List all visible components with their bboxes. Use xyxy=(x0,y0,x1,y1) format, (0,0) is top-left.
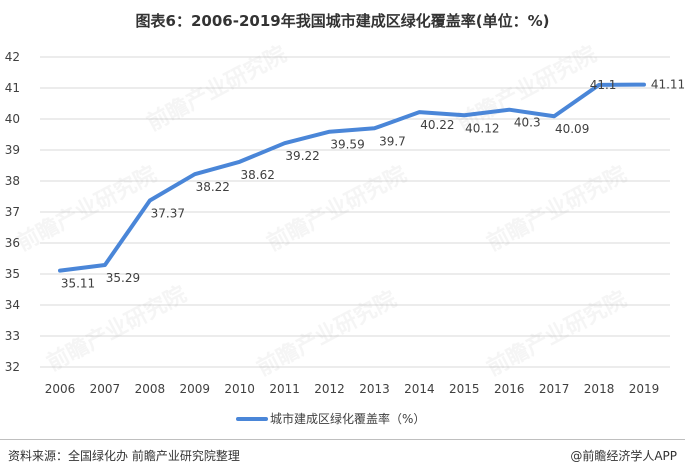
data-label: 38.62 xyxy=(241,168,275,182)
data-label: 40.22 xyxy=(420,118,454,132)
series-line xyxy=(58,82,646,273)
y-tick-label: 41 xyxy=(5,81,20,95)
x-tick-label: 2011 xyxy=(269,382,300,396)
series-line-path xyxy=(58,82,646,273)
y-tick-label: 42 xyxy=(5,50,20,64)
legend: 城市建成区绿化覆盖率（%） xyxy=(236,411,425,426)
y-tick-label: 33 xyxy=(5,329,20,343)
y-axis-ticks: 32 33 34 35 36 37 38 39 40 41 42 xyxy=(5,50,20,374)
x-tick-label: 2006 xyxy=(45,382,76,396)
x-tick-label: 2016 xyxy=(494,382,525,396)
x-tick-label: 2019 xyxy=(629,382,660,396)
data-labels: 35.11 35.29 37.37 38.22 38.62 39.22 39.59 39.7 4… xyxy=(61,78,685,291)
data-label: 40.09 xyxy=(555,122,589,136)
y-tick-label: 36 xyxy=(5,236,20,250)
chart-title: 图表6：2006-2019年我国城市建成区绿化覆盖率(单位：%) xyxy=(135,12,550,30)
x-tick-label: 2013 xyxy=(359,382,390,396)
x-tick-label: 2008 xyxy=(135,382,166,396)
brand-text: @前瞻经济学人APP xyxy=(570,449,677,463)
x-tick-label: 2009 xyxy=(179,382,210,396)
x-tick-label: 2012 xyxy=(314,382,345,396)
watermark-text: 前瞻产业研究院 xyxy=(13,161,161,256)
data-label: 37.37 xyxy=(151,207,185,221)
watermark-text: 前瞻产业研究院 xyxy=(483,161,631,256)
y-tick-label: 40 xyxy=(5,112,20,126)
data-label: 38.22 xyxy=(196,180,230,194)
x-axis-ticks: 2006 2007 2008 2009 2010 2011 2012 2013 2014 2015… xyxy=(45,382,660,396)
watermark-text: 前瞻产业研究院 xyxy=(43,281,191,376)
x-tick-label: 2007 xyxy=(90,382,121,396)
data-label: 40.3 xyxy=(514,116,541,130)
legend-label: 城市建成区绿化覆盖率（%） xyxy=(270,411,425,426)
footer-divider xyxy=(0,439,685,440)
y-tick-label: 34 xyxy=(5,298,20,312)
watermark-text: 前瞻产业研究院 xyxy=(263,161,411,256)
data-label: 35.11 xyxy=(61,277,95,291)
source-text: 资料来源：全国绿化办 前瞻产业研究院整理 xyxy=(8,449,240,463)
x-tick-label: 2017 xyxy=(539,382,570,396)
x-tick-label: 2010 xyxy=(224,382,255,396)
y-tick-label: 37 xyxy=(5,205,20,219)
x-tick-label: 2015 xyxy=(449,382,480,396)
data-label: 39.7 xyxy=(379,134,406,148)
watermark-text: 前瞻产业研究院 xyxy=(143,41,291,136)
data-label: 41.11 xyxy=(651,78,685,92)
x-tick-label: 2014 xyxy=(404,382,435,396)
data-label: 39.59 xyxy=(330,138,364,152)
data-label: 39.22 xyxy=(285,149,319,163)
data-label: 40.12 xyxy=(465,121,499,135)
data-label: 35.29 xyxy=(106,271,140,285)
y-tick-label: 32 xyxy=(5,360,20,374)
y-tick-label: 35 xyxy=(5,267,20,281)
data-label: 41.1 xyxy=(590,78,617,92)
x-tick-label: 2018 xyxy=(584,382,615,396)
y-tick-label: 38 xyxy=(5,174,20,188)
y-tick-label: 39 xyxy=(5,143,20,157)
